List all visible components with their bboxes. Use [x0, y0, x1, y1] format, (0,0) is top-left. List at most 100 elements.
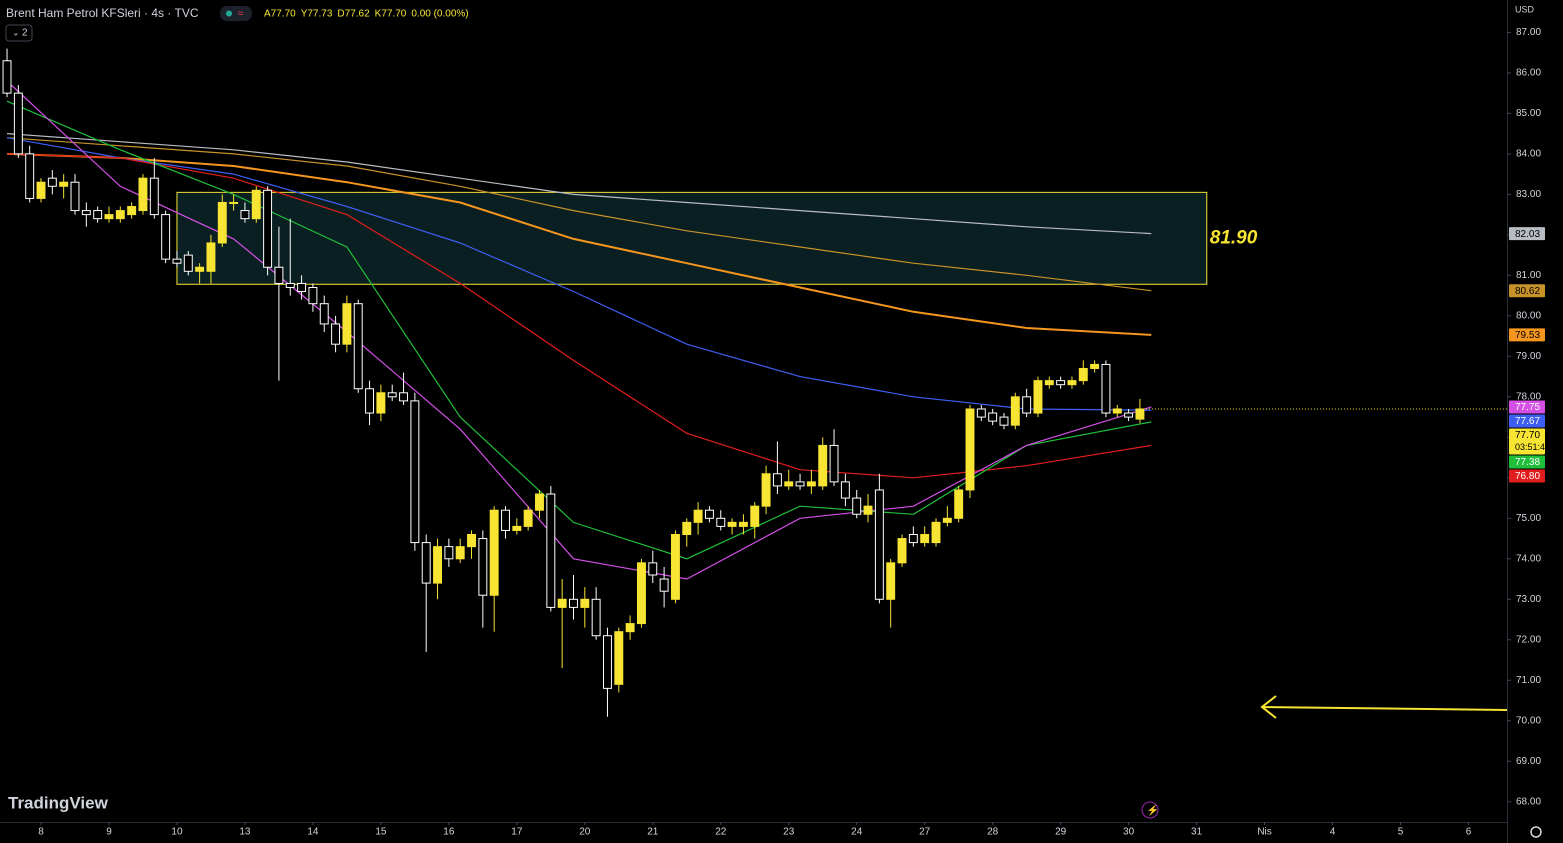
bolt: ⚡ [1147, 804, 1159, 817]
x-tick-label: 9 [106, 827, 112, 838]
x-tick-label: 5 [1398, 827, 1404, 838]
alert-icon[interactable] [1141, 801, 1159, 819]
candle-body [761, 473, 771, 507]
candle-body [603, 635, 612, 689]
candle-body [172, 258, 182, 264]
candle-body [1044, 380, 1054, 386]
y-tick-label: 79.00 [1516, 351, 1541, 362]
candle-body [1078, 367, 1088, 382]
market-status [226, 10, 232, 17]
candle-body [308, 286, 318, 305]
price-tag [1509, 428, 1545, 455]
x-tick-label: 30 [1123, 827, 1135, 838]
candle-body [523, 509, 533, 527]
candle-body [738, 521, 748, 527]
ohlc-value: Y77.73 [301, 9, 333, 20]
candle-body [399, 392, 409, 402]
price-tag [1509, 414, 1545, 428]
candle-body [840, 481, 850, 499]
candle-body [1090, 363, 1100, 369]
candle-body [670, 534, 680, 600]
candle-body [976, 408, 986, 418]
ohlc-header: A77.70 Y77.73 D77.62 K77.70 0.00 (0.00%) [264, 9, 469, 20]
price-tag [1509, 227, 1545, 241]
x-tick-label: 28 [987, 827, 999, 838]
y-tick-label: 70.00 [1516, 715, 1541, 726]
x-tick-label: Nis [1257, 827, 1271, 838]
candle-body [206, 242, 216, 272]
y-tick-label: 69.00 [1516, 756, 1541, 767]
x-tick-label: 14 [307, 827, 319, 838]
x-tick-label: 8 [38, 827, 44, 838]
axes: 87.0086.0085.0084.0083.0082.0081.0080.00… [38, 27, 1550, 838]
candle-body [229, 201, 239, 204]
candle-body [772, 473, 782, 487]
status-pill[interactable] [220, 6, 252, 21]
candle-body [331, 323, 341, 345]
candle-body [183, 254, 193, 272]
x-tick-label: 17 [511, 827, 523, 838]
candle-body [648, 562, 658, 576]
candle-body [274, 266, 284, 284]
brand-logo[interactable]: TradingView [8, 793, 109, 812]
candle-body [1010, 396, 1020, 426]
indicator-toggle[interactable] [5, 24, 33, 42]
arrow-annotation [1260, 695, 1508, 719]
price-tag-label: 77.67 [1515, 416, 1540, 427]
countdown: 03:51:44 [1515, 442, 1550, 452]
candle-body [25, 153, 35, 199]
candle-body [557, 598, 567, 608]
y-tick-label: 84.00 [1516, 149, 1541, 160]
candle-body [13, 92, 23, 155]
candle-body [886, 562, 896, 600]
ohlc-value: K77.70 [375, 9, 407, 20]
candle-body [942, 517, 952, 523]
symbol-title[interactable]: Brent Ham Petrol KFSleri · 4s · TVC [6, 6, 199, 20]
y-tick-label: 72.00 [1516, 634, 1541, 645]
y-tick-label: 87.00 [1516, 27, 1541, 38]
candle-body [1135, 408, 1145, 420]
candle-body [115, 210, 125, 220]
price-tag-label: 77.75 [1515, 402, 1540, 413]
ohlc-value: 0.00 (0.00%) [411, 9, 468, 20]
settings-icon[interactable] [1530, 826, 1542, 838]
candle-body [920, 534, 930, 544]
candle-body [716, 517, 726, 527]
candle-body [931, 521, 941, 544]
candle-body [580, 598, 590, 608]
candle-body [444, 546, 454, 560]
x-tick-label: 29 [1055, 827, 1067, 838]
currency[interactable]: USD [1515, 4, 1535, 14]
candle-body [693, 509, 703, 523]
candle-body [1101, 363, 1111, 414]
price-tag-label: 77.70 [1515, 430, 1540, 441]
resistance-zone [176, 191, 1208, 285]
zone-label: 81.90 [1210, 227, 1258, 248]
candle-body [104, 214, 114, 220]
candle-body [47, 177, 57, 187]
candle-body [81, 210, 91, 216]
candle-body [965, 408, 975, 491]
price-tag-label: 80.62 [1515, 286, 1540, 297]
moving-average [6, 100, 1152, 560]
candle-body [795, 481, 805, 487]
candle-body [195, 266, 205, 272]
moving-average [6, 133, 1152, 235]
candle-body [387, 392, 397, 398]
x-tick-label: 22 [715, 827, 727, 838]
candle-body [806, 481, 816, 487]
y-tick-label: 78.00 [1516, 391, 1541, 402]
x-tick-label: 31 [1191, 827, 1203, 838]
candle-body [297, 282, 307, 293]
candle-body [263, 189, 273, 268]
candle-body [353, 303, 363, 390]
candle-body [1033, 380, 1043, 414]
candle-body [569, 598, 578, 608]
x-tick-label: 15 [375, 827, 387, 838]
price-tag-label: 76.80 [1515, 471, 1540, 482]
candle-body [421, 542, 431, 584]
candle-body [455, 546, 465, 560]
candle-body [251, 189, 261, 220]
price-tag [1509, 284, 1545, 298]
